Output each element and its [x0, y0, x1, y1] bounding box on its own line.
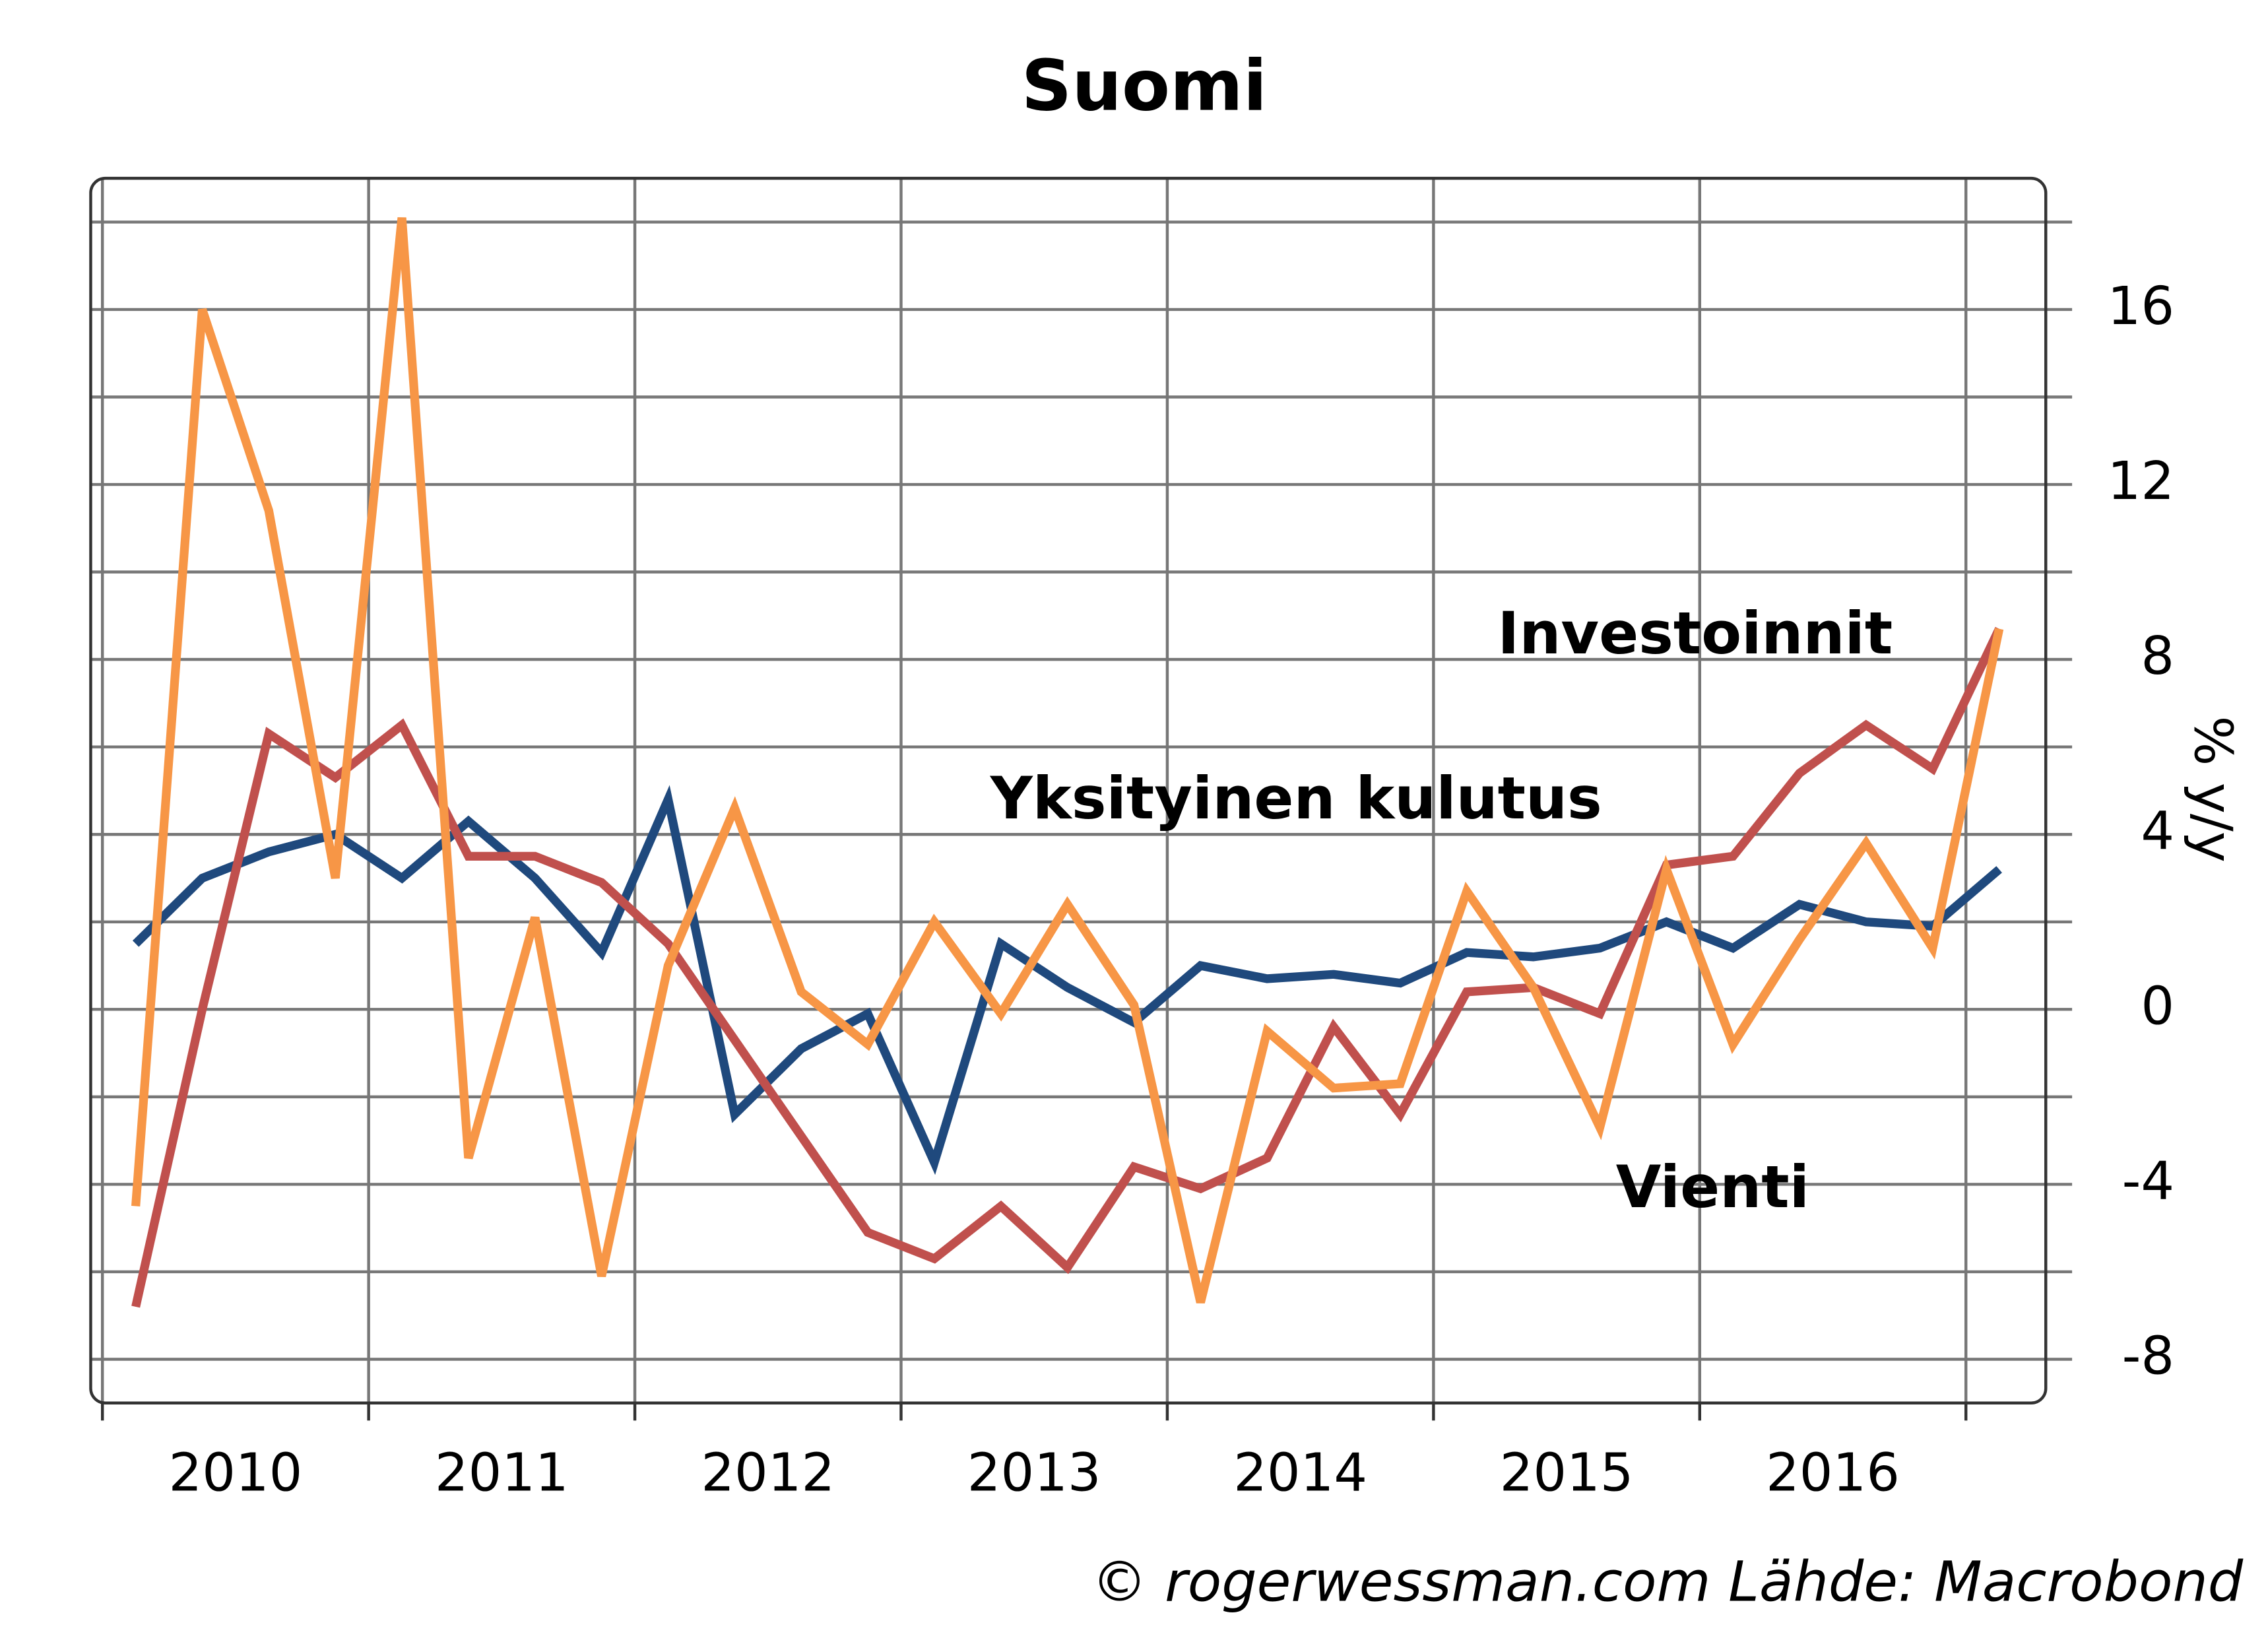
- credit: © rogerwessman.com Lähde: Macrobond: [1091, 1550, 2243, 1614]
- series-line: [131, 217, 2004, 1304]
- y-tick-label: 0: [2141, 975, 2174, 1036]
- x-tick-label: 2013: [967, 1441, 1101, 1503]
- x-tick-label: 2016: [1766, 1441, 1900, 1503]
- series-label: Vienti: [1616, 1153, 1809, 1221]
- y-tick-label: 12: [2108, 450, 2174, 512]
- plot-frame: [89, 176, 2048, 1404]
- chart-title: Suomi: [1021, 46, 1267, 127]
- x-tick-label: 2011: [435, 1441, 569, 1503]
- y-tick-label: -4: [2122, 1150, 2174, 1211]
- x-tick-label: 2012: [701, 1441, 835, 1503]
- y-tick-label: 8: [2141, 625, 2174, 686]
- x-tick-label: 2010: [168, 1441, 302, 1503]
- x-tick-label: 2015: [1500, 1441, 1634, 1503]
- y-tick-label: -8: [2122, 1325, 2174, 1386]
- y-tick-label: 4: [2141, 800, 2174, 861]
- y-axis-label: % y/y: [2182, 716, 2244, 863]
- series-label: Yksityinen kulutus: [990, 764, 1602, 832]
- y-tick-label: 16: [2108, 275, 2174, 337]
- x-tick-label: 2014: [1233, 1441, 1367, 1503]
- series-label: Investoinnit: [1497, 599, 1893, 667]
